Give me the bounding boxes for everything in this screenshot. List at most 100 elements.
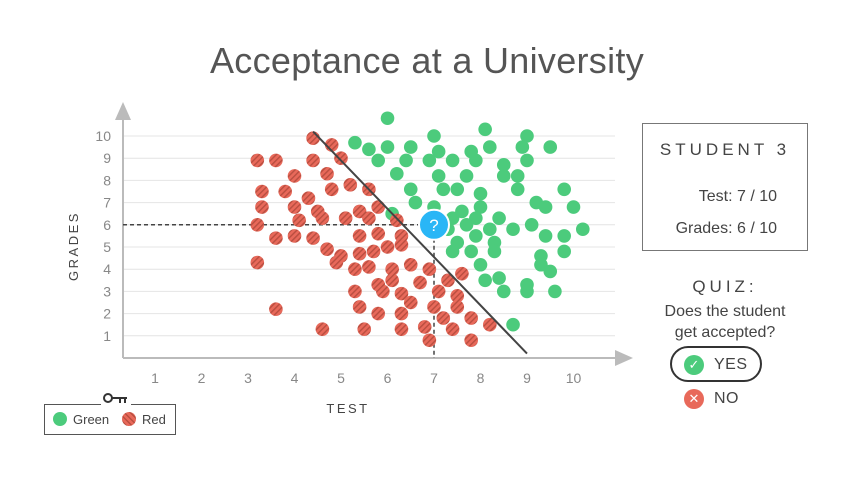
red-point-46 [385,273,399,288]
green-point-55 [464,244,479,259]
quiz-title: QUIZ: [692,277,758,296]
green-point-12 [543,140,558,154]
green-point-27 [450,182,465,197]
red-point-34 [352,246,367,261]
red-point-52 [431,284,446,299]
key-icon [101,391,131,409]
red-point-49 [348,284,362,299]
query-point-group: ? [418,208,450,241]
x-tick-label-1: 1 [151,370,159,386]
green-point-44 [459,218,474,232]
red-point-55 [352,300,367,314]
green-point-3 [520,129,534,143]
x-tick-label-7: 7 [430,370,438,386]
red-point-2 [250,153,265,168]
red-point-0 [306,131,320,146]
green-point-59 [473,257,488,272]
red-point-67 [417,320,432,334]
green-point-5 [362,142,376,157]
green-point-2 [478,122,492,137]
student-test-score: Test: 7 / 10 [698,188,777,205]
query-point-label: ? [429,216,438,235]
green-point-17 [469,153,483,168]
y-tick-label-5: 5 [103,239,111,255]
green-point-53 [538,229,553,243]
green-point-46 [506,222,520,237]
red-point-9 [278,184,293,199]
red-point-23 [362,211,376,225]
green-point-65 [496,284,511,299]
red-point-43 [422,262,437,277]
red-point-58 [450,300,465,314]
green-point-4 [348,135,362,150]
green-point-16 [445,153,460,168]
quiz-question-line-1: Does the student [664,303,786,320]
yes-answer-option[interactable]: ✓ YES [670,346,762,382]
check-icon: ✓ [684,355,704,375]
green-point-26 [436,182,451,197]
red-point-20 [292,213,306,228]
red-point-26 [287,229,302,243]
green-point-63 [492,271,506,285]
y-tick-label-8: 8 [103,172,111,188]
x-axis-title: TEST [326,401,369,416]
green-point-10 [483,140,497,154]
red-point-65 [357,322,372,336]
y-tick-label-4: 4 [103,261,111,277]
green-point-51 [469,229,483,243]
y-tick-label-6: 6 [103,217,111,233]
chart-title: Acceptance at a University [210,40,644,81]
data-points [250,111,590,348]
green-point-29 [510,182,525,197]
green-point-54 [445,244,460,259]
red-point-32 [320,242,334,257]
quiz-question-line-2: get accepted? [674,324,776,341]
red-point-12 [301,191,316,205]
green-point-19 [520,153,534,168]
green-point-30 [557,182,571,197]
x-tick-label-3: 3 [244,370,252,386]
green-point-48 [557,229,571,243]
student-grades-score: Grades: 6 / 10 [675,220,777,237]
no-answer-option[interactable]: ✕ NO [672,384,764,414]
green-point-40 [492,211,506,225]
red-point-29 [371,226,386,241]
green-point-34 [473,200,488,214]
green-point-45 [483,222,497,237]
red-point-40 [362,260,376,274]
red-point-62 [464,311,479,325]
red-point-64 [315,322,330,336]
chart-legend: Green Red [44,391,176,435]
green-point-15 [422,153,437,168]
x-tick-label-10: 10 [566,370,582,386]
green-point-62 [478,273,492,288]
red-point-25 [269,231,283,245]
red-point-14 [255,200,269,214]
green-point-14 [399,153,413,168]
query-point [418,208,450,241]
red-point-63 [483,317,497,332]
green-point-31 [408,195,423,210]
red-point-8 [255,184,269,199]
green-point-22 [459,169,474,183]
x-tick-label-8: 8 [477,370,485,386]
red-point-51 [394,286,409,301]
tick-labels: 1 2 3 4 5 6 7 8 9 10 1 2 3 4 5 6 7 8 9 10 [95,128,581,386]
green-point-28 [473,186,488,201]
red-point-18 [371,200,386,214]
green-point-66 [520,284,534,299]
green-point-49 [576,222,590,237]
red-point-5 [334,151,348,165]
y-tick-label-1: 1 [103,328,111,344]
green-point-68 [506,317,520,332]
red-point-59 [371,306,386,321]
y-tick-label-10: 10 [95,128,111,144]
red-point-3 [269,153,283,168]
green-point-42 [566,200,581,214]
green-point-41 [538,200,553,214]
red-point-70 [464,333,479,348]
red-point-35 [366,244,381,259]
green-point-61 [543,264,558,279]
quiz-question: Does the student get accepted? [632,301,818,343]
